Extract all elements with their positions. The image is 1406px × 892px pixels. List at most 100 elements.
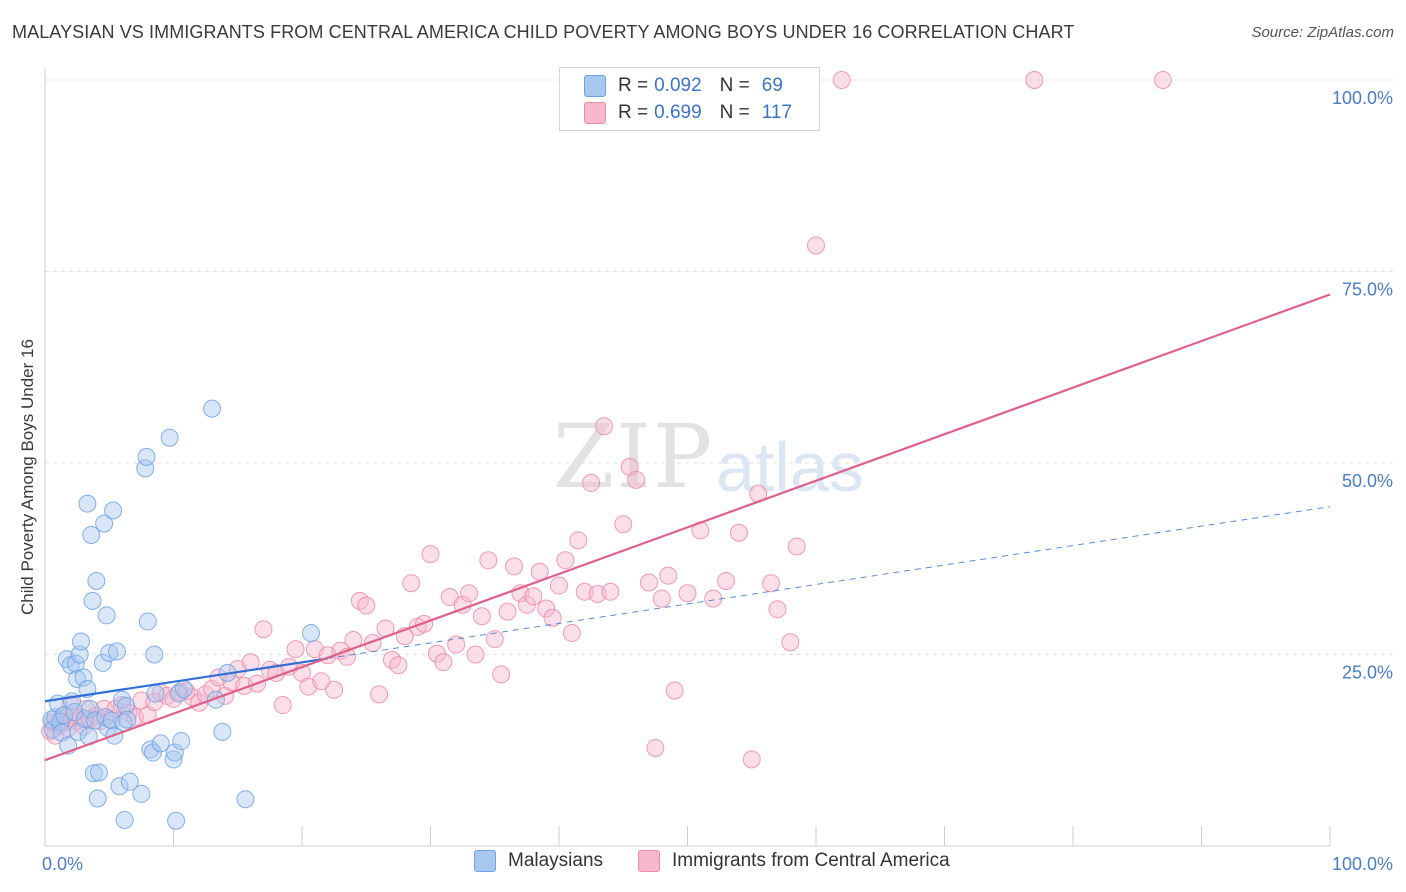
chart-title: MALAYSIAN VS IMMIGRANTS FROM CENTRAL AME… [12,22,1075,42]
data-point-malaysians [151,734,170,753]
legend-item-malaysians[interactable]: Malaysians [474,850,603,872]
data-point-malaysians [301,624,320,643]
data-point-immigrants [601,582,620,601]
data-point-malaysians [87,571,106,590]
data-point-malaysians [203,399,222,418]
data-point-immigrants [781,633,800,652]
legend-label-immigrants: Immigrants from Central America [672,850,950,871]
data-point-immigrants [1153,71,1172,89]
stats-legend: R = 0.092 N = 69 R = 0.699 N = 117 [559,67,820,131]
data-point-malaysians [104,501,123,520]
data-point-malaysians [160,428,179,447]
data-point-immigrants [524,587,543,606]
data-point-malaysians [80,699,99,718]
data-point-immigrants [119,703,138,722]
data-point-immigrants [614,515,633,534]
data-point-immigrants [659,566,678,585]
legend-swatch-malaysians [474,850,496,872]
data-point-immigrants [434,653,453,672]
data-point-immigrants [74,717,93,736]
data-point-immigrants [492,665,511,684]
legend-item-immigrants[interactable]: Immigrants from Central America [638,850,950,872]
n-label: N = [719,102,750,123]
data-point-immigrants [768,600,787,619]
watermark-atlas: atlas [716,428,864,506]
data-point-immigrants [460,584,479,603]
data-point-malaysians [206,690,225,709]
data-point-immigrants [357,596,376,615]
data-point-immigrants [569,531,588,550]
y-tick-label: 50.0% [1342,471,1393,491]
data-point-immigrants [807,236,825,255]
data-point-immigrants [704,589,723,608]
data-point-immigrants [582,473,601,492]
data-point-malaysians [137,447,156,466]
data-point-malaysians [82,526,101,545]
data-point-malaysians [165,743,184,762]
legend-swatch-immigrants [638,850,660,872]
data-point-malaysians [143,743,162,762]
data-point-immigrants [729,523,748,542]
data-point-malaysians [213,722,232,741]
data-point-immigrants [466,645,485,664]
data-point-immigrants [389,656,408,675]
data-point-malaysians [146,684,165,703]
n-value: 117 [761,102,793,123]
swatch-malaysians [584,75,606,97]
data-point-malaysians [138,612,157,631]
data-point-malaysians [74,668,93,687]
data-point-malaysians [66,654,85,673]
data-point-immigrants [556,551,575,570]
watermark-zip: ZIP [553,405,715,508]
stats-legend-row-immigrants: R = 0.699 N = 117 [584,100,792,126]
data-point-immigrants [562,624,581,643]
data-point-immigrants [646,738,665,757]
data-point-malaysians [71,632,90,651]
data-point-immigrants [832,71,851,89]
trend-line-malaysians-extension [327,506,1331,659]
y-tick-label: 75.0% [1342,280,1393,300]
data-point-immigrants [325,680,344,699]
data-point-immigrants [762,574,781,593]
data-point-malaysians [89,763,108,782]
data-point-malaysians [100,643,119,662]
data-point-immigrants [537,599,556,618]
data-point-malaysians [236,790,255,809]
n-label: N = [719,75,750,96]
x-tick-label: 0.0% [42,854,83,874]
data-point-immigrants [639,573,658,592]
data-point-malaysians [116,696,135,715]
source-credit: Source: ZipAtlas.com [1251,24,1394,41]
n-value: 69 [761,75,783,96]
data-point-immigrants [447,635,466,654]
data-point-immigrants [498,602,517,621]
data-point-immigrants [421,545,440,564]
data-point-malaysians [65,702,84,721]
x-tick-label: 100.0% [1332,854,1393,874]
data-point-malaysians [174,679,193,698]
data-point-immigrants [273,696,292,715]
data-point-immigrants [402,574,421,593]
data-point-malaysians [93,653,112,672]
data-point-malaysians [136,459,155,478]
data-point-malaysians [102,711,121,730]
data-point-immigrants [652,589,671,608]
data-point-malaysians [164,750,183,769]
data-point-immigrants [620,457,639,476]
data-point-malaysians [141,740,160,759]
trend-line-malaysians [44,657,328,703]
data-point-malaysians [70,645,89,664]
data-point-malaysians [95,514,114,533]
data-point-malaysians [107,642,126,661]
data-point-immigrants [627,470,646,489]
data-point-immigrants [479,551,498,570]
stats-legend-row-malaysians: R = 0.092 N = 69 [584,73,783,99]
r-value: 0.092 [654,75,702,96]
data-point-malaysians [110,777,129,796]
data-point-immigrants [350,591,369,610]
legend-label-malaysians: Malaysians [508,850,604,871]
data-point-malaysians [167,811,186,830]
data-point-malaysians [69,722,88,741]
data-point-malaysians [78,494,97,513]
